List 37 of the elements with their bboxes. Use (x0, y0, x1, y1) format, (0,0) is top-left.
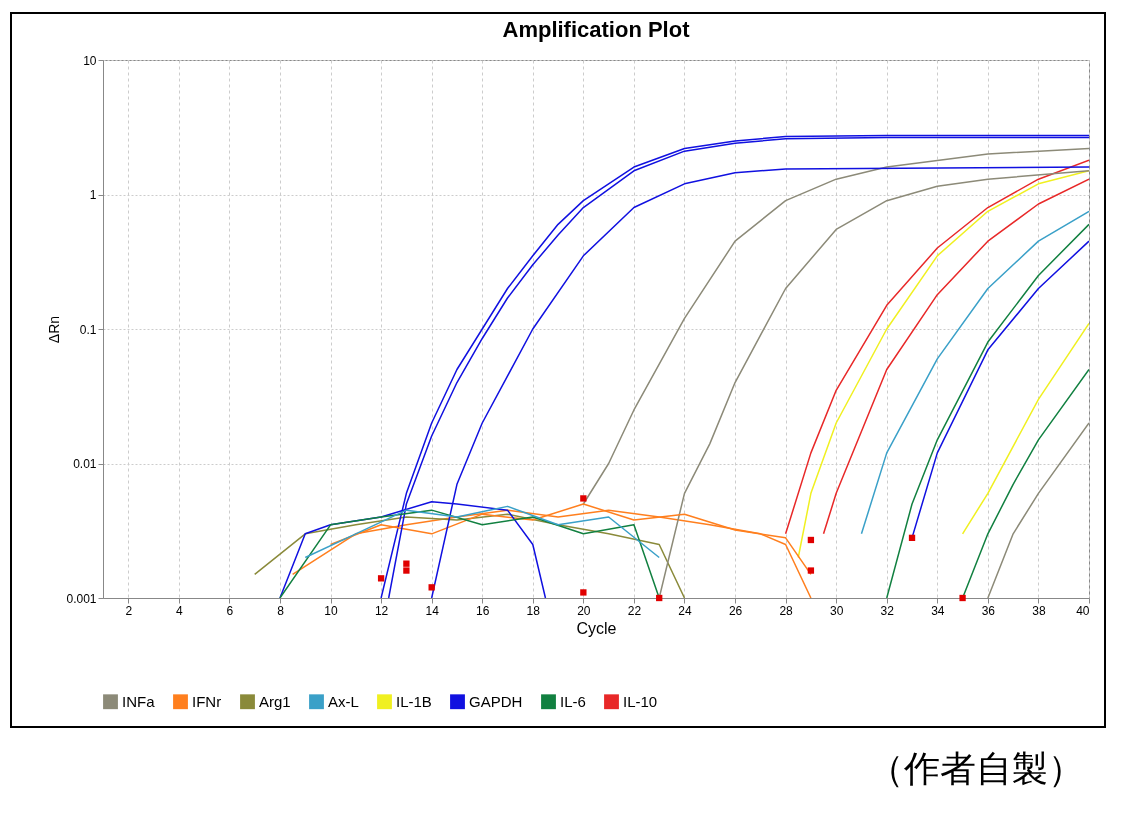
x-tick-label: 38 (1032, 603, 1046, 618)
legend-label: IL-6 (560, 692, 586, 710)
chart-title: Amplification Plot (502, 17, 691, 42)
x-tick-label: 24 (678, 603, 692, 618)
y-tick-label: 0.01 (73, 457, 97, 471)
legend-label: Arg1 (259, 692, 291, 710)
legend-label: Ax-L (328, 692, 359, 710)
y-tick-label: 10 (83, 53, 97, 68)
x-tick-label: 32 (880, 603, 895, 618)
x-tick-label: 30 (830, 603, 844, 618)
x-tick-label: 28 (779, 603, 794, 618)
x-tick-label: 6 (226, 603, 234, 618)
y-tick-label: 1 (89, 188, 97, 202)
y-axis-title: ΔRn (46, 315, 63, 344)
x-tick-label: 8 (277, 603, 285, 618)
text: （作者自製） (868, 747, 1084, 791)
legend-label: GAPDH (469, 692, 523, 710)
legend-label: IL-10 (623, 692, 658, 710)
legend-label: IFNr (192, 692, 222, 710)
x-tick-label: 26 (728, 603, 743, 618)
legend-label: INFa (122, 692, 156, 710)
y-tick-label: 0.001 (66, 591, 97, 606)
x-tick-label: 16 (476, 603, 490, 618)
x-tick-label: 14 (425, 603, 440, 618)
y-tick-label: 0.1 (79, 322, 97, 337)
x-tick-label: 10 (324, 603, 339, 618)
x-tick-label: 40 (1076, 603, 1090, 618)
x-tick-label: 34 (931, 603, 945, 618)
x-tick-label: 36 (981, 603, 996, 618)
x-tick-label: 22 (627, 603, 642, 618)
x-tick-label: 18 (526, 603, 541, 618)
x-tick-label: 2 (125, 603, 133, 618)
x-tick-label: 20 (577, 603, 591, 618)
legend-label: IL-1B (396, 692, 432, 710)
x-tick-label: 12 (374, 603, 389, 618)
x-axis-title: Cycle (576, 619, 617, 637)
x-tick-label: 4 (176, 603, 183, 618)
